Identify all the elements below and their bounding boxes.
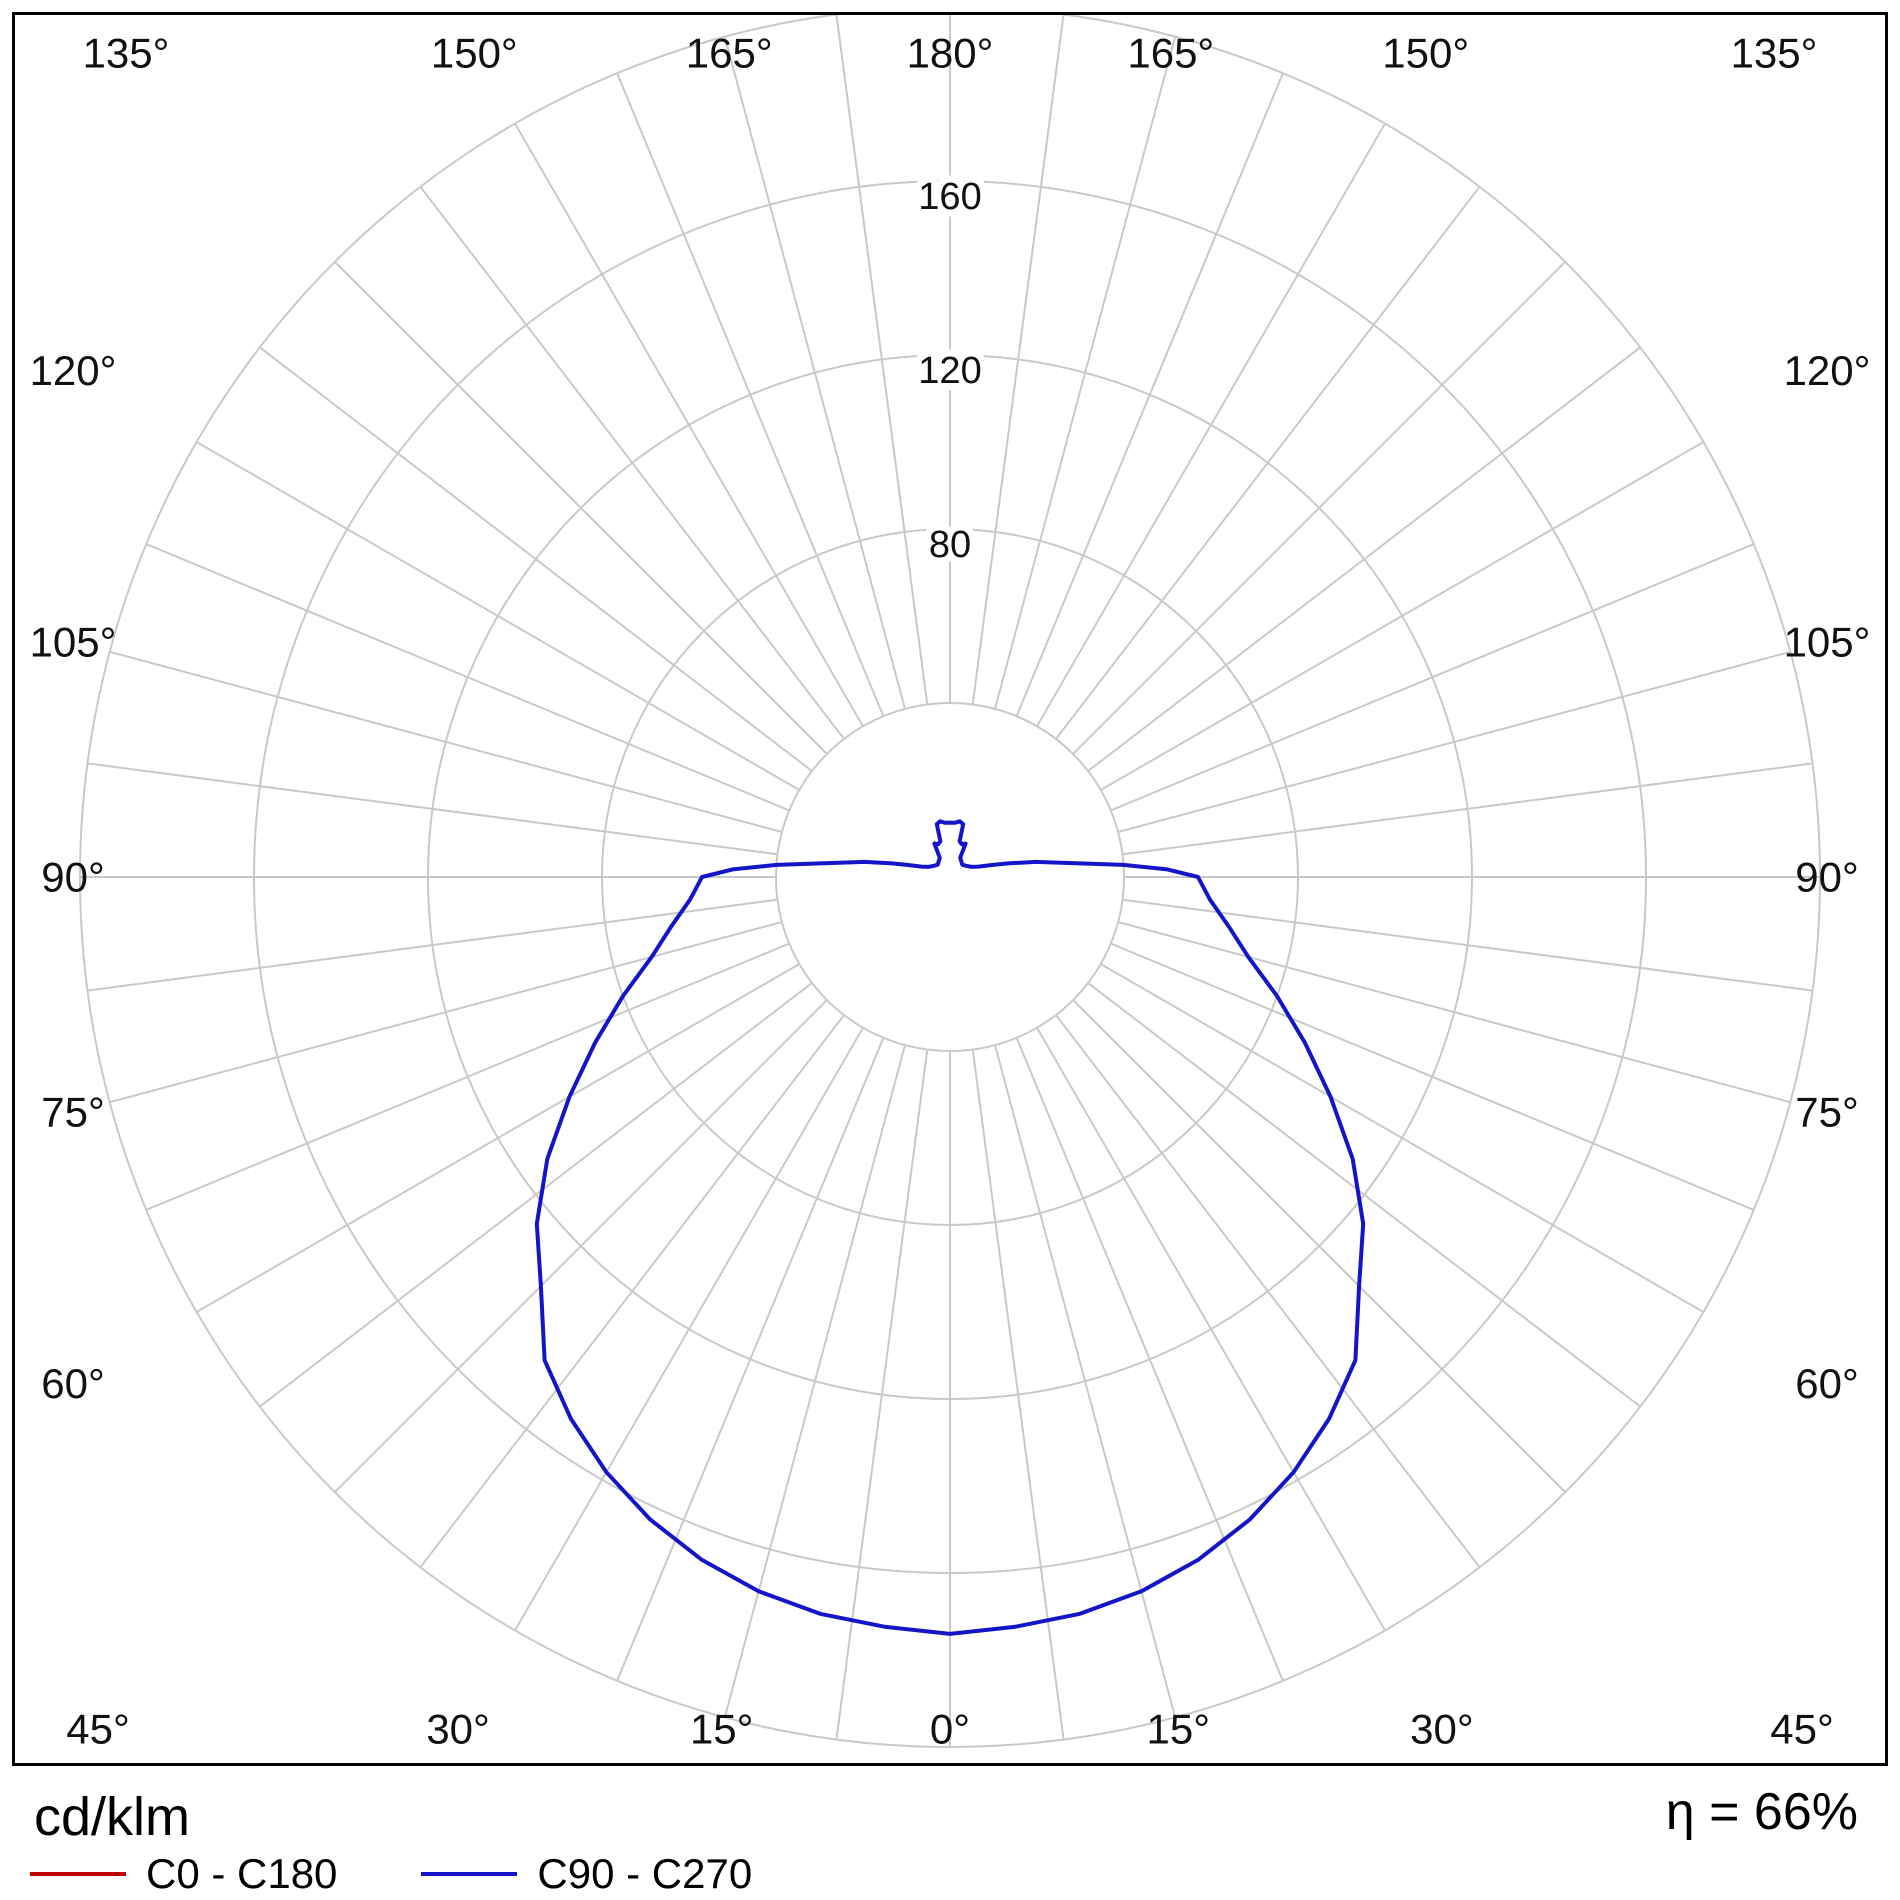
legend-label-c90: C90 - C270 (537, 1850, 753, 1897)
angle-label: 165° (1127, 30, 1214, 77)
angle-label: 105° (30, 619, 117, 666)
polar-chart: 0° 15° 15° 30° 30° 45° 45° 60° 60° 75° 75° 90° 90° 10… (30, 15, 1871, 1753)
angle-label: 30° (426, 1706, 490, 1753)
ring-value-label: 160 (918, 176, 981, 218)
angle-label: 120° (30, 347, 117, 394)
legend-line-c0-icon (30, 1872, 126, 1876)
angle-label: 0° (930, 1706, 970, 1753)
ring-value-label: 80 (929, 524, 971, 566)
grid-ring (79, 15, 1821, 1748)
unit-label: cd/klm (34, 1787, 191, 1847)
legend-item-c90: C90 - C270 (421, 1850, 752, 1898)
grid-ring (601, 528, 1299, 1226)
grid-ring (253, 180, 1647, 1574)
angle-label: 45° (1770, 1706, 1834, 1753)
angle-label: 90° (1795, 854, 1859, 901)
polar-plot-area: 0° 15° 15° 30° 30° 45° 45° 60° 60° 75° 75° 90° 90° 10… (12, 12, 1888, 1766)
efficiency-label: η = 66% (1665, 1783, 1858, 1841)
angle-label: 120° (1784, 347, 1871, 394)
curve-C90-C270 (534, 819, 1366, 1636)
angle-label: 75° (41, 1089, 105, 1136)
angle-label: 15° (690, 1706, 754, 1753)
angle-label: 180° (907, 30, 994, 77)
angle-label: 135° (1731, 30, 1818, 77)
angle-label: 15° (1147, 1706, 1211, 1753)
angle-label: 75° (1795, 1089, 1859, 1136)
angle-label: 30° (1410, 1706, 1474, 1753)
legend: C0 - C180 C90 - C270 (30, 1850, 752, 1898)
angle-label: 165° (686, 30, 773, 77)
angle-label: 135° (83, 30, 170, 77)
angle-label: 90° (41, 854, 105, 901)
angle-label: 150° (1382, 30, 1469, 77)
angle-label: 60° (41, 1360, 105, 1407)
angle-label: 60° (1795, 1360, 1859, 1407)
legend-line-c90-icon (421, 1872, 518, 1876)
legend-item-c0: C0 - C180 (30, 1850, 337, 1898)
ring-value-label: 120 (918, 350, 981, 392)
grid-ring (775, 702, 1125, 1052)
angle-label: 105° (1784, 619, 1871, 666)
legend-label-c0: C0 - C180 (146, 1850, 338, 1897)
angle-label: 45° (66, 1706, 130, 1753)
angle-label: 150° (431, 30, 518, 77)
grid-ring (427, 354, 1473, 1400)
